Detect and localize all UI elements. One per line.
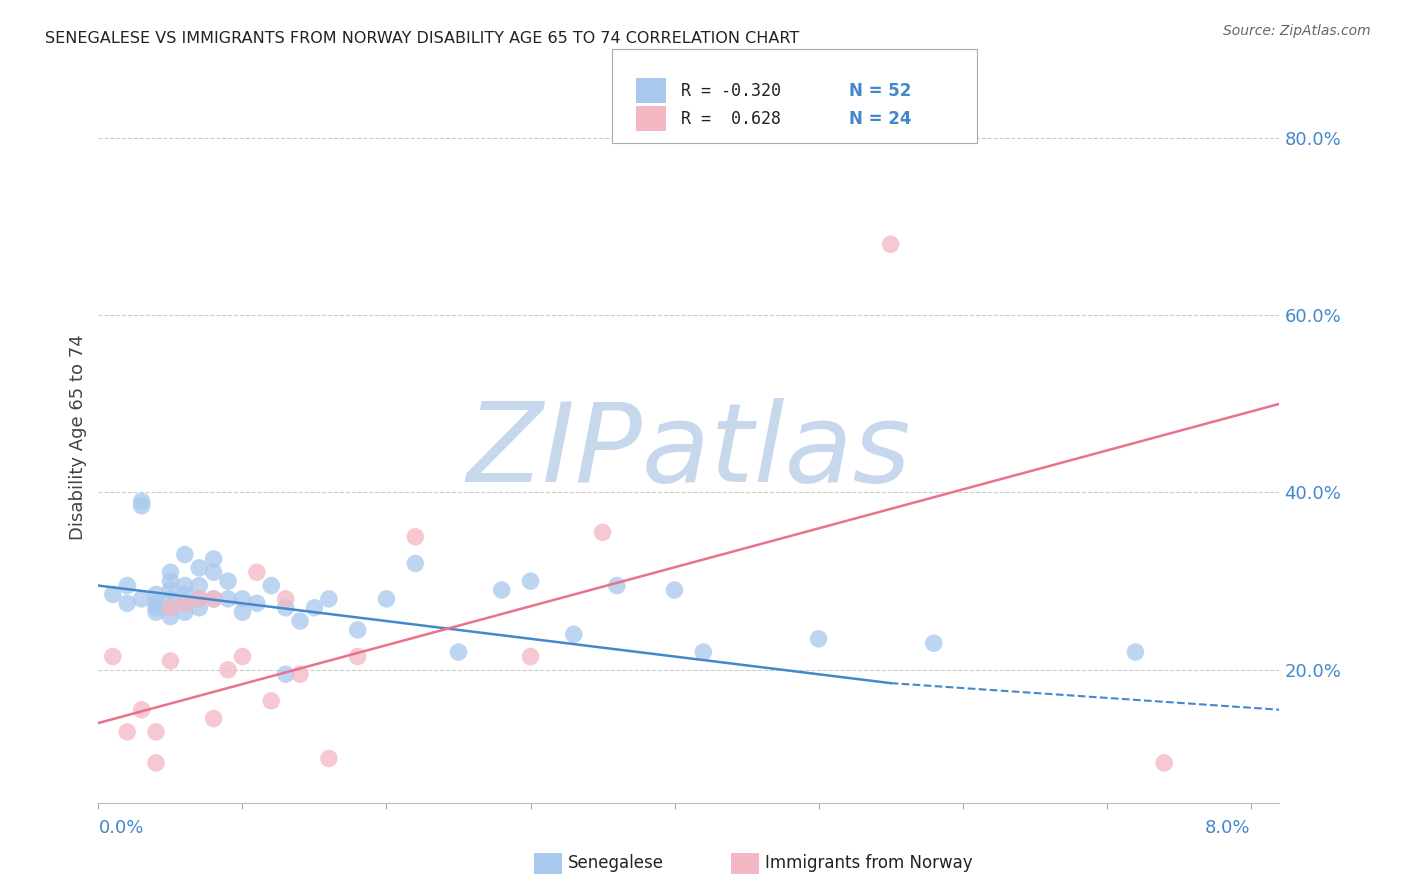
Point — [231, 649, 253, 664]
Point — [202, 591, 225, 606]
Point — [159, 591, 181, 606]
Point — [318, 751, 340, 765]
Point — [101, 587, 124, 601]
Point — [274, 600, 297, 615]
Point — [217, 574, 239, 589]
Point — [188, 561, 211, 575]
Point — [807, 632, 830, 646]
Point — [1125, 645, 1147, 659]
Point — [131, 591, 153, 606]
Point — [664, 582, 686, 597]
Point — [346, 649, 368, 664]
Point — [173, 596, 195, 610]
Point — [188, 591, 211, 606]
Point — [606, 578, 628, 592]
Text: Immigrants from Norway: Immigrants from Norway — [765, 855, 973, 872]
Point — [217, 663, 239, 677]
Point — [202, 712, 225, 726]
Point — [274, 667, 297, 681]
Point — [173, 605, 195, 619]
Point — [288, 667, 311, 681]
Point — [447, 645, 470, 659]
Point — [375, 591, 398, 606]
Text: ZIPatlas: ZIPatlas — [467, 398, 911, 505]
Point — [231, 605, 253, 619]
Point — [202, 591, 225, 606]
Point — [173, 548, 195, 562]
Point — [115, 724, 138, 739]
Point — [260, 578, 283, 592]
Point — [1153, 756, 1175, 770]
Point — [217, 591, 239, 606]
Text: Source: ZipAtlas.com: Source: ZipAtlas.com — [1223, 24, 1371, 38]
Point — [260, 694, 283, 708]
Point — [173, 578, 195, 592]
Text: 0.0%: 0.0% — [98, 819, 143, 837]
Point — [202, 552, 225, 566]
Point — [491, 582, 513, 597]
Point — [188, 600, 211, 615]
Point — [188, 591, 211, 606]
Point — [173, 587, 195, 601]
Point — [159, 566, 181, 580]
Point — [592, 525, 614, 540]
Point — [173, 596, 195, 610]
Text: R =  0.628: R = 0.628 — [681, 110, 780, 128]
Text: N = 24: N = 24 — [849, 110, 911, 128]
Point — [246, 596, 269, 610]
Point — [519, 574, 541, 589]
Text: N = 52: N = 52 — [849, 82, 911, 100]
Point — [101, 649, 124, 664]
Point — [115, 578, 138, 592]
Point — [159, 609, 181, 624]
Y-axis label: Disability Age 65 to 74: Disability Age 65 to 74 — [69, 334, 87, 540]
Point — [404, 530, 426, 544]
Point — [159, 600, 181, 615]
Point — [304, 600, 326, 615]
Point — [115, 596, 138, 610]
Point — [692, 645, 714, 659]
Point — [159, 654, 181, 668]
Point — [246, 566, 269, 580]
Point — [188, 578, 211, 592]
Point — [159, 582, 181, 597]
Point — [145, 605, 167, 619]
Point — [231, 591, 253, 606]
Point — [202, 566, 225, 580]
Point — [274, 591, 297, 606]
Point — [145, 596, 167, 610]
Point — [145, 587, 167, 601]
Point — [404, 557, 426, 571]
Point — [318, 591, 340, 606]
Point — [562, 627, 585, 641]
Text: R = -0.320: R = -0.320 — [681, 82, 780, 100]
Point — [145, 600, 167, 615]
Point — [519, 649, 541, 664]
Point — [346, 623, 368, 637]
Point — [131, 494, 153, 508]
Text: SENEGALESE VS IMMIGRANTS FROM NORWAY DISABILITY AGE 65 TO 74 CORRELATION CHART: SENEGALESE VS IMMIGRANTS FROM NORWAY DIS… — [45, 31, 799, 46]
Point — [145, 724, 167, 739]
Text: 8.0%: 8.0% — [1205, 819, 1251, 837]
Point — [159, 600, 181, 615]
Point — [879, 237, 901, 252]
Point — [131, 499, 153, 513]
Point — [922, 636, 945, 650]
Point — [288, 614, 311, 628]
Point — [159, 574, 181, 589]
Text: Senegalese: Senegalese — [568, 855, 664, 872]
Point — [131, 703, 153, 717]
Point — [145, 756, 167, 770]
